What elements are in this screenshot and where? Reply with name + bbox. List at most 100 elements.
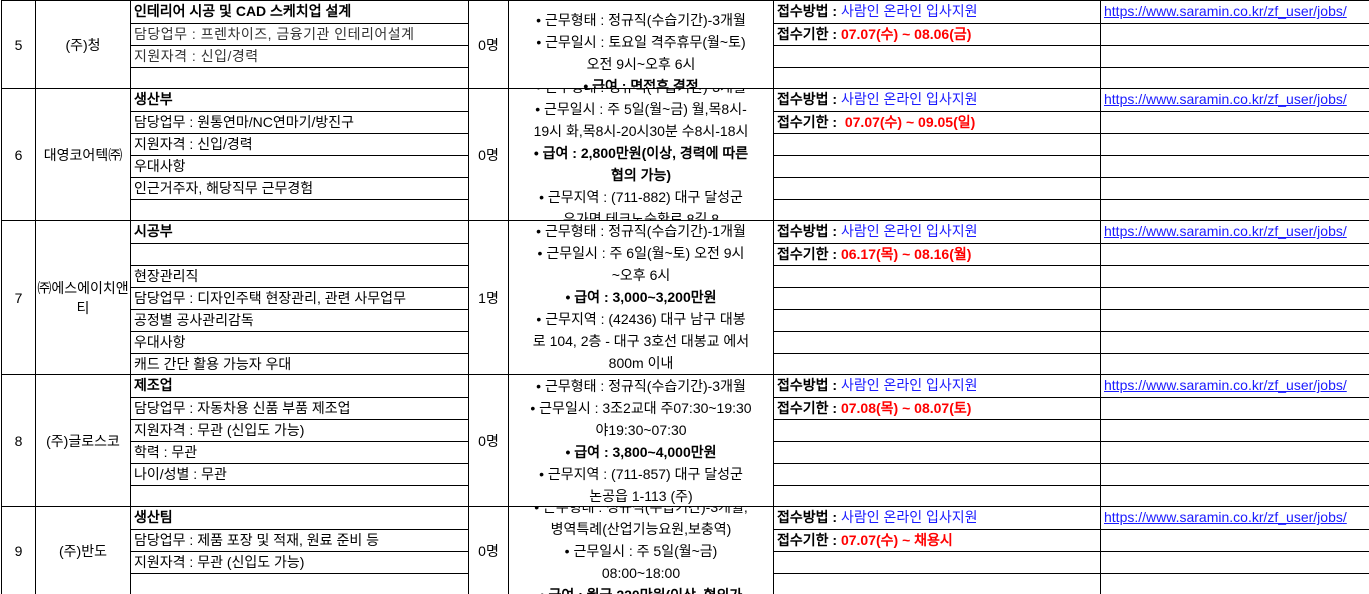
- condition-line: 오전 9시~오후 6시: [586, 56, 696, 72]
- condition-line: • 근무형태 : 정규직(수습기간)-3개월: [536, 12, 746, 28]
- condition-line: • 급여 : 월급 220만원(이상, 협의가: [509, 584, 773, 594]
- job-line: 우대사항: [131, 331, 468, 353]
- row-number-text: 9: [14, 542, 23, 559]
- row-number-text: 7: [14, 289, 23, 306]
- condition-line: 800m 이내: [608, 355, 674, 371]
- apply-method-value: 사람인 온라인 입사지원: [840, 377, 978, 393]
- link-line: [1101, 419, 1369, 441]
- condition-line: 08:00~18:00: [601, 565, 681, 581]
- condition-line: • 근무형태 : 정규직(수습기간)-3개월: [536, 378, 746, 394]
- hire-count-text: 0명: [478, 542, 499, 559]
- company-name-text: (주)반도: [59, 542, 107, 559]
- apply-line: [774, 45, 1100, 67]
- deadline-value: 07.07(수) ~ 08.06(금): [840, 26, 972, 42]
- hire-count: 0명: [468, 0, 508, 88]
- hire-count: 1명: [468, 220, 508, 374]
- link-line: [1101, 441, 1369, 463]
- row-number: 8: [1, 374, 35, 506]
- apply-line: [774, 287, 1100, 309]
- apply-line: [774, 441, 1100, 463]
- deadline-label: 접수기한 :: [777, 532, 841, 548]
- application-info: 접수방법 : 사람인 온라인 입사지원 접수기한 : 06.17(목) ~ 08.…: [773, 220, 1100, 374]
- condition-line: 야19:30~07:30: [595, 422, 687, 438]
- link-line: [1101, 331, 1369, 353]
- company-name-text: ㈜에스에이치앤티: [37, 279, 129, 316]
- job-posting-link[interactable]: https://www.saramin.co.kr/zf_user/jobs/: [1104, 3, 1347, 19]
- link-line: [1101, 287, 1369, 309]
- link-line: [1101, 485, 1369, 506]
- job-line: 지원자격 : 무관 (신입도 가능): [131, 551, 468, 573]
- company-name-text: 대영코어텍㈜: [43, 146, 123, 163]
- apply-line: [774, 67, 1100, 88]
- job-line: 현장관리직: [131, 265, 468, 287]
- job-line: 생산팀: [134, 509, 173, 525]
- row-number: 7: [1, 220, 35, 374]
- row-number: 6: [1, 88, 35, 220]
- deadline-label: 접수기한 :: [777, 400, 841, 416]
- job-line: [131, 67, 468, 88]
- apply-line: 접수방법 : 사람인 온라인 입사지원: [774, 1, 1100, 23]
- work-conditions: • 근무형태 : 정규직(수습기간)-3개월 • 근무일시 : 토요일 격주휴무(…: [508, 0, 773, 88]
- job-line: 생산부: [134, 91, 173, 107]
- condition-line: ~오후 6시: [611, 267, 671, 283]
- link-line: [1101, 353, 1369, 374]
- row-number-text: 8: [14, 432, 23, 449]
- apply-line: 접수기한 : 07.07(수) ~ 09.05(일): [774, 111, 1100, 133]
- job-description: 시공부 현장관리직 담당업무 : 디자인주택 현장관리, 관련 사무업무 공정별 공사…: [130, 220, 468, 374]
- job-description: 생산부 담당업무 : 원통연마/NC연마기/방진구 지원자격 : 신입/경력 우대사항…: [130, 88, 468, 220]
- job-line: 담당업무 : 디자인주택 현장관리, 관련 사무업무: [131, 287, 468, 309]
- link-line: [1101, 177, 1369, 199]
- apply-method-label: 접수방법 :: [777, 509, 841, 525]
- condition-line: • 근무형태 : 정규직(수습기간)-3개월: [509, 89, 773, 98]
- row-number-text: 6: [14, 146, 23, 163]
- apply-line: [774, 485, 1100, 506]
- condition-line: 유가면 테크노순환로 8길 8: [562, 211, 720, 220]
- hire-count-text: 0명: [478, 146, 499, 163]
- link-line: https://www.saramin.co.kr/zf_user/jobs/: [1101, 375, 1369, 397]
- hire-count-text: 0명: [478, 432, 499, 449]
- work-conditions: • 근무형태 : 정규직(수습기간)-1개월 • 근무일시 : 주 6일(월~토)…: [508, 220, 773, 374]
- job-line: [131, 573, 468, 594]
- job-line: 지원자격 : 무관 (신입도 가능): [131, 419, 468, 441]
- apply-method-label: 접수방법 :: [777, 223, 841, 239]
- condition-line: 협의 가능): [610, 167, 672, 183]
- job-posting-link[interactable]: https://www.saramin.co.kr/zf_user/jobs/: [1104, 377, 1347, 393]
- job-posting-link[interactable]: https://www.saramin.co.kr/zf_user/jobs/: [1104, 509, 1347, 525]
- apply-method-label: 접수방법 :: [777, 377, 841, 393]
- application-info: 접수방법 : 사람인 온라인 입사지원 접수기한 : 07.08(목) ~ 08.…: [773, 374, 1100, 506]
- link-line: https://www.saramin.co.kr/zf_user/jobs/: [1101, 89, 1369, 111]
- apply-method-value: 사람인 온라인 입사지원: [840, 91, 978, 107]
- job-line: 담당업무 : 자동차용 신품 부품 제조업: [131, 397, 468, 419]
- job-line: [131, 485, 468, 506]
- apply-line: [774, 331, 1100, 353]
- hire-count: 0명: [468, 506, 508, 594]
- link-line: [1101, 23, 1369, 45]
- job-posting-link[interactable]: https://www.saramin.co.kr/zf_user/jobs/: [1104, 223, 1347, 239]
- job-line: 지원자격 : 신입/경력: [131, 45, 468, 67]
- job-link-cell: https://www.saramin.co.kr/zf_user/jobs/: [1100, 0, 1369, 88]
- apply-line: [774, 353, 1100, 374]
- apply-line: [774, 133, 1100, 155]
- job-line: 지원자격 : 신입/경력: [131, 133, 468, 155]
- apply-line: [774, 265, 1100, 287]
- job-link-cell: https://www.saramin.co.kr/zf_user/jobs/: [1100, 506, 1369, 594]
- link-line: [1101, 551, 1369, 573]
- application-info: 접수방법 : 사람인 온라인 입사지원 접수기한 : 07.07(수) ~ 채용시: [773, 506, 1100, 594]
- company-name: (주)청: [35, 0, 130, 88]
- job-posting-link[interactable]: https://www.saramin.co.kr/zf_user/jobs/: [1104, 91, 1347, 107]
- condition-line: • 근무지역 : (711-857) 대구 달성군: [539, 466, 743, 482]
- link-line: [1101, 67, 1369, 88]
- apply-line: 접수방법 : 사람인 온라인 입사지원: [774, 507, 1100, 529]
- apply-line: [774, 573, 1100, 594]
- company-name-text: (주)글로스코: [46, 432, 120, 449]
- link-line: [1101, 111, 1369, 133]
- company-name: ㈜에스에이치앤티: [35, 220, 130, 374]
- job-link-cell: https://www.saramin.co.kr/zf_user/jobs/: [1100, 220, 1369, 374]
- link-line: [1101, 463, 1369, 485]
- condition-line: • 급여 : 면접후 결정: [583, 78, 699, 88]
- apply-line: [774, 463, 1100, 485]
- link-line: [1101, 133, 1369, 155]
- apply-line: [774, 177, 1100, 199]
- apply-line: 접수기한 : 07.07(수) ~ 08.06(금): [774, 23, 1100, 45]
- job-description: 제조업 담당업무 : 자동차용 신품 부품 제조업 지원자격 : 무관 (신입도 가…: [130, 374, 468, 506]
